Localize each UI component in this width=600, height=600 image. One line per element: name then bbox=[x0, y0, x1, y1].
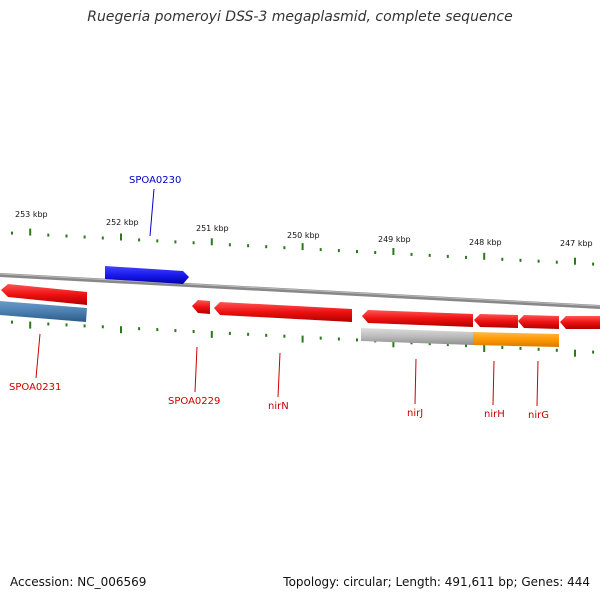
gene-SPOA0230[interactable] bbox=[105, 266, 189, 284]
ruler-label-253kbp: 253 kbp bbox=[15, 210, 48, 219]
ruler-ticks-lower bbox=[11, 320, 595, 357]
gene-nirH[interactable] bbox=[474, 314, 518, 328]
leader-nirG bbox=[536, 360, 539, 407]
plasmid-backbone bbox=[0, 273, 600, 309]
gene-nirJ[interactable] bbox=[362, 310, 473, 327]
leader-SPOA0229 bbox=[194, 346, 198, 393]
label-SPOA0231[interactable]: SPOA0231 bbox=[9, 382, 61, 393]
label-nirG[interactable]: nirG bbox=[528, 410, 549, 421]
accession-text: Accession: NC_006569 bbox=[10, 575, 147, 589]
ruler-label-250kbp: 250 kbp bbox=[287, 231, 320, 240]
feature-nirJ-region bbox=[361, 328, 473, 345]
map-title: Ruegeria pomeroyi DSS-3 megaplasmid, com… bbox=[87, 9, 513, 25]
leader-nirJ bbox=[414, 358, 417, 405]
ruler-label-249kbp: 249 kbp bbox=[378, 235, 411, 244]
feature-nirH-region bbox=[473, 332, 559, 347]
label-SPOA0229[interactable]: SPOA0229 bbox=[168, 396, 220, 407]
gene-SPOA0229[interactable] bbox=[192, 300, 210, 314]
ruler-ticks-upper bbox=[11, 228, 595, 266]
gene-partial-right[interactable] bbox=[560, 316, 600, 329]
ruler-label-248kbp: 248 kbp bbox=[469, 238, 502, 247]
gene-nirG[interactable] bbox=[518, 315, 559, 329]
leader-nirN bbox=[277, 352, 281, 398]
ruler-label-251kbp: 251 kbp bbox=[196, 224, 229, 233]
label-nirN[interactable]: nirN bbox=[268, 401, 289, 412]
ruler-label-247kbp: 247 kbp bbox=[560, 239, 593, 248]
leader-nirH bbox=[492, 360, 495, 406]
gene-nirN[interactable] bbox=[214, 302, 352, 322]
label-SPOA0230[interactable]: SPOA0230 bbox=[129, 175, 181, 186]
gene-SPOA0231[interactable] bbox=[1, 284, 87, 305]
leader-SPOA0231 bbox=[35, 333, 41, 379]
label-nirH[interactable]: nirH bbox=[484, 409, 505, 420]
leader-SPOA0230 bbox=[149, 188, 155, 237]
feature-SPOA0231-region bbox=[0, 301, 87, 322]
ruler-label-252kbp: 252 kbp bbox=[106, 218, 139, 227]
label-nirJ[interactable]: nirJ bbox=[407, 408, 423, 419]
topology-summary: Topology: circular; Length: 491,611 bp; … bbox=[283, 575, 590, 589]
